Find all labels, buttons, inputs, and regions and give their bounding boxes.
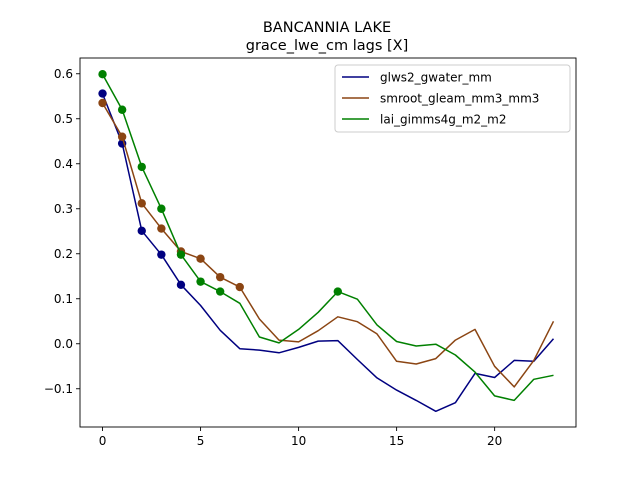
data-point-smroot_gleam_mm3_mm3-3 [157,224,166,233]
x-tick-label-5: 5 [197,434,205,448]
chart-title: BANCANNIA LAKE [263,20,391,36]
y-tick-label-4: 0.3 [54,202,73,216]
y-tick-label-7: 0.6 [54,67,73,81]
y-tick-label-5: 0.4 [54,157,73,171]
series-layer [98,70,555,413]
series-line-glws2_gwater_mm [101,93,555,413]
legend-label-glws2_gwater_mm: glws2_gwater_mm [380,71,492,85]
y-tick-label-1: 0.0 [54,337,73,351]
legend-box [334,64,571,133]
data-point-lai_gimms4g_m2_m2-1 [117,105,127,114]
data-point-glws2_gwater_mm-2 [137,226,146,235]
x-tick-label-0: 0 [99,434,107,448]
x-tick-label-10: 10 [291,434,306,448]
data-point-smroot_gleam_mm3_mm3-0 [98,98,107,108]
data-point-glws2_gwater_mm-3 [157,250,166,259]
data-point-lai_gimms4g_m2_m2-0 [98,70,107,79]
data-point-lai_gimms4g_m2_m2-4 [176,250,186,259]
x-tick-label-20: 20 [487,434,502,448]
data-point-glws2_gwater_mm-0 [98,89,107,98]
axes-layer: 0 5 10 15 20 −0.1 0.0 0.1 0.2 0.3 0.4 0.5 0.6 [44,57,577,448]
data-point-smroot_gleam_mm3_mm3-7 [235,282,244,292]
data-point-smroot_gleam_mm3_mm3-1 [117,132,127,141]
y-tick-label-0: −0.1 [44,382,73,396]
y-tick-label-3: 0.2 [54,247,73,261]
data-point-lai_gimms4g_m2_m2-12 [333,287,343,296]
series-line-smroot_gleam_mm3_mm3 [101,102,555,388]
legend: glws2_gwater_mm smroot_gleam_mm3_mm3 lai_g… [334,64,571,133]
y-tick-label-6: 0.5 [54,112,73,126]
data-point-glws2_gwater_mm-4 [176,280,186,289]
series-line-lai_gimms4g_m2_m2 [101,73,554,402]
chart-subtitle: grace_lwe_cm lags [X] [246,38,409,54]
y-tick-label-2: 0.1 [54,292,73,306]
data-point-lai_gimms4g_m2_m2-3 [157,204,166,213]
legend-label-lai_gimms4g_m2_m2: lai_gimms4g_m2_m2 [380,113,507,127]
data-point-smroot_gleam_mm3_mm3-5 [196,254,205,263]
data-point-lai_gimms4g_m2_m2-2 [137,162,146,172]
data-point-lai_gimms4g_m2_m2-5 [196,277,205,286]
legend-label-smroot_gleam_mm3_mm3: smroot_gleam_mm3_mm3 [380,92,539,106]
plot-frame [79,57,577,428]
data-point-lai_gimms4g_m2_m2-6 [215,287,225,296]
data-point-smroot_gleam_mm3_mm3-6 [215,272,225,282]
x-tick-label-15: 15 [389,434,404,448]
data-point-smroot_gleam_mm3_mm3-2 [137,199,146,208]
